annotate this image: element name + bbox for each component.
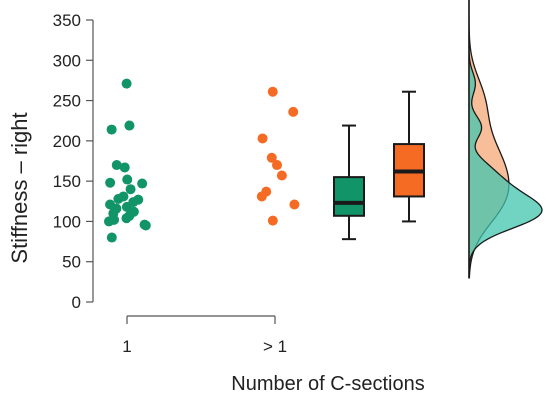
data-point xyxy=(113,193,124,204)
y-tick-label: 300 xyxy=(53,51,81,70)
y-axis-label: Stiffness – right xyxy=(7,112,32,263)
y-tick-label: 0 xyxy=(72,293,81,312)
data-point xyxy=(267,215,278,226)
data-point xyxy=(276,170,287,181)
data-point xyxy=(257,133,268,144)
y-tick-label: 50 xyxy=(62,253,81,272)
data-point xyxy=(106,232,117,243)
data-point xyxy=(124,120,135,131)
y-tick-label: 250 xyxy=(53,92,81,111)
data-point xyxy=(105,177,116,188)
data-point xyxy=(137,178,148,189)
boxplots xyxy=(333,90,425,241)
y-tick-label: 200 xyxy=(53,132,81,151)
data-point xyxy=(121,201,132,212)
x-tick-label: 1 xyxy=(122,337,131,356)
density-curves xyxy=(468,0,543,279)
data-points xyxy=(104,78,300,243)
data-point xyxy=(111,160,122,171)
y-tick-label: 350 xyxy=(53,11,81,30)
data-point xyxy=(288,106,299,117)
data-point xyxy=(140,220,151,231)
data-point xyxy=(272,160,283,171)
data-point xyxy=(122,174,133,185)
box-iqr xyxy=(333,176,365,217)
data-point xyxy=(256,191,267,202)
data-point xyxy=(121,78,132,89)
data-point xyxy=(267,86,278,97)
data-point xyxy=(104,216,115,227)
data-point xyxy=(266,152,277,163)
y-tick-label: 100 xyxy=(53,212,81,231)
x-tick-label: > 1 xyxy=(263,337,287,356)
y-tick-label: 150 xyxy=(53,172,81,191)
data-point xyxy=(289,199,300,210)
x-axis-label: Number of C-sections xyxy=(231,373,424,395)
data-point xyxy=(121,213,132,224)
x-axis: 1 > 1 xyxy=(122,315,287,356)
y-axis: 0 50 100 150 200 250 300 350 xyxy=(53,11,94,312)
data-point xyxy=(119,162,130,173)
data-point xyxy=(125,184,136,195)
data-point xyxy=(106,124,117,135)
